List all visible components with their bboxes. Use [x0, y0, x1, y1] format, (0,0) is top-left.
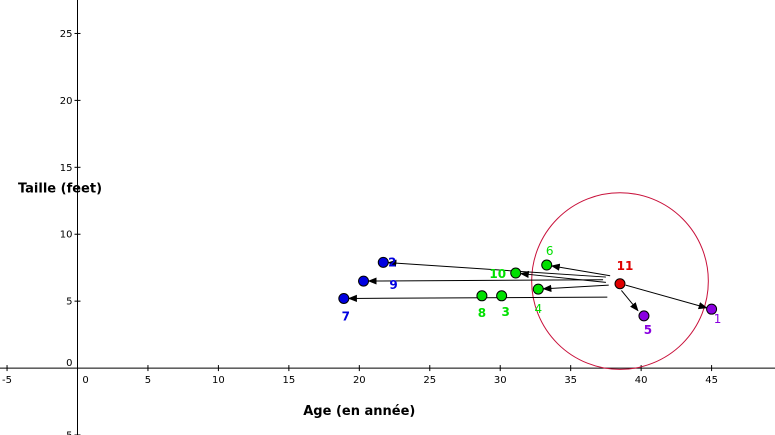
point-2	[377, 256, 389, 268]
x-tick-label: -5	[2, 375, 12, 386]
x-tick-label: 20	[353, 375, 366, 386]
point-1	[706, 303, 718, 315]
point-label-1: 1	[714, 312, 722, 326]
point-9	[358, 275, 370, 287]
point-label-11: 11	[617, 259, 634, 273]
point-label-9: 9	[389, 278, 397, 292]
point-7	[338, 292, 350, 304]
x-tick-label: 25	[423, 375, 436, 386]
point-label-8: 8	[478, 306, 486, 320]
point-3	[496, 290, 508, 302]
point-8	[476, 290, 488, 302]
point-label-6: 6	[546, 244, 554, 258]
y-tick-label: 15	[60, 163, 73, 174]
point-11	[614, 278, 626, 290]
point-10	[510, 267, 522, 279]
point-label-5: 5	[644, 323, 652, 337]
point-5	[638, 310, 650, 322]
x-tick-label: 35	[564, 375, 577, 386]
point-label-7: 7	[342, 309, 350, 323]
point-label-2: 2	[388, 255, 396, 269]
point-label-10: 10	[489, 267, 506, 281]
point-4	[532, 283, 544, 295]
x-tick-label: 15	[282, 375, 295, 386]
neighbor-arrow	[367, 277, 604, 285]
y-tick-label: 0	[66, 358, 72, 369]
x-tick-label: 40	[635, 375, 648, 386]
x-tick-label: 45	[705, 375, 718, 386]
point-label-3: 3	[501, 305, 509, 319]
neighbor-arrow	[550, 263, 611, 277]
y-tick-label: 25	[60, 29, 73, 40]
neighbor-arrow	[542, 284, 609, 292]
x-tick-label: 5	[145, 375, 151, 386]
y-tick-label: -5	[63, 431, 73, 435]
point-label-4: 4	[534, 302, 542, 316]
neighbor-arrow	[621, 290, 639, 312]
neighbor-arrow	[519, 270, 606, 283]
x-tick-label: 30	[494, 375, 507, 386]
x-tick-label: 0	[82, 375, 88, 386]
neighborhood-circle	[531, 192, 709, 370]
y-tick-label: 5	[66, 297, 72, 308]
neighbor-arrow	[625, 284, 708, 310]
y-axis-label: Taille (feet)	[18, 182, 102, 197]
neighbor-arrow	[387, 259, 606, 278]
y-tick-label: 20	[60, 96, 73, 107]
y-tick-label: 10	[60, 230, 73, 241]
point-6	[541, 259, 553, 271]
x-axis-label: Age (en année)	[303, 404, 415, 419]
x-tick-label: 10	[212, 375, 225, 386]
